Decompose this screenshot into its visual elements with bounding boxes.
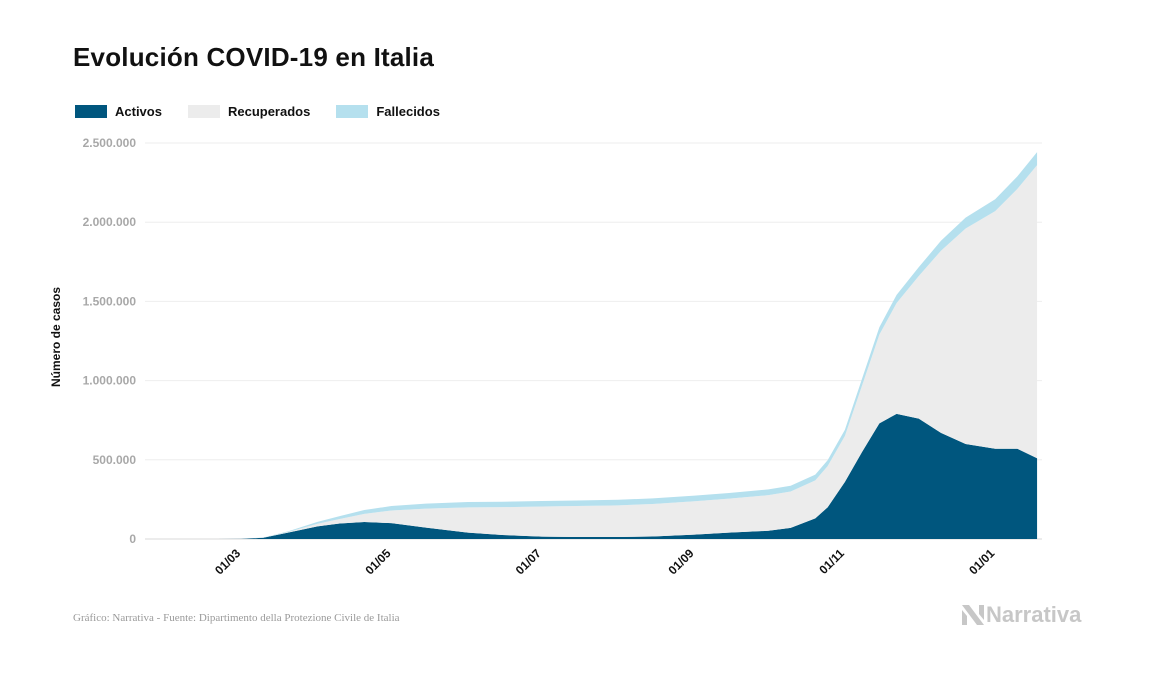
legend-item-recuperados: Recuperados: [187, 104, 311, 119]
area-activos: [216, 413, 1038, 539]
y-tick-label-3: 1.500.000: [83, 294, 137, 308]
legend-label-fallecidos: Fallecidos: [376, 104, 440, 119]
chart-title: Evolución COVID-19 en Italia: [73, 42, 435, 72]
narrativa-n-icon: [962, 605, 984, 625]
y-tick-label-1: 500.000: [93, 453, 137, 467]
x-tick-label-1: 01/05: [362, 546, 393, 577]
legend: Activos Recuperados Fallecidos: [75, 104, 466, 119]
legend-label-activos: Activos: [115, 104, 162, 119]
brand-name: Narrativa: [986, 602, 1082, 627]
x-tick-label-5: 01/01: [966, 546, 997, 577]
x-tick-label-4: 01/11: [816, 546, 847, 577]
x-tick-label-2: 01/07: [513, 546, 544, 577]
y-tick-label-0: 0: [129, 532, 136, 546]
legend-swatch-recuperados: [187, 105, 220, 118]
legend-item-fallecidos: Fallecidos: [336, 104, 440, 119]
legend-swatch-activos: [75, 105, 107, 118]
y-tick-label-5: 2.500.000: [83, 136, 137, 150]
legend-item-activos: Activos: [75, 104, 162, 119]
brand-logo: Narrativa: [962, 602, 1081, 628]
x-tick-label-0: 01/03: [212, 546, 243, 577]
legend-label-recuperados: Recuperados: [227, 104, 311, 119]
x-tick-label-3: 01/09: [666, 546, 697, 577]
source-note: Gráfico: Narrativa - Fuente: Dipartiment…: [73, 612, 400, 624]
y-tick-label-4: 2.000.000: [83, 215, 137, 229]
y-tick-label-2: 1.000.000: [83, 374, 137, 388]
legend-swatch-fallecidos: [336, 105, 369, 118]
